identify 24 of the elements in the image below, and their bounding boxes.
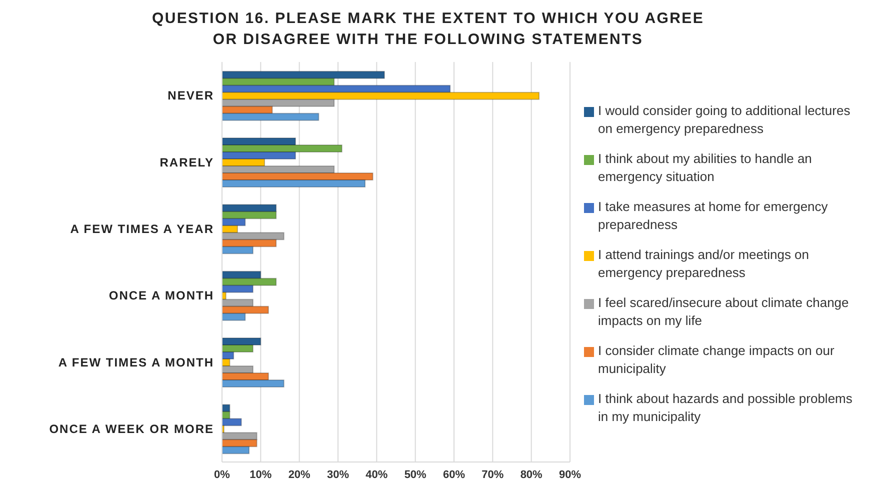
y-tick-label: A FEW TIMES A YEAR: [70, 222, 214, 236]
y-tick-label: A FEW TIMES A MONTH: [58, 355, 214, 370]
x-tick-label: 80%: [520, 468, 543, 481]
y-tick-label: RARELY: [160, 155, 214, 170]
x-tick-label: 40%: [366, 468, 388, 481]
legend-label: I would consider going to additional lectures on emergency preparedness: [598, 102, 852, 138]
legend-label: I think about hazards and possible problems in my municipality: [598, 390, 853, 426]
legend-label: I think about my abilities to handle an emergency situation: [598, 150, 813, 186]
y-tick-label: ONCE A WEEK OR MORE: [49, 422, 214, 436]
y-tick-label: ONCE A MONTH: [108, 288, 214, 303]
x-tick-label: 20%: [288, 468, 311, 481]
x-tick-label: 90%: [558, 468, 582, 481]
y-tick-label: NEVER: [168, 88, 214, 103]
x-tick-label: 0%: [214, 468, 230, 481]
legend-label: I consider climate change impacts on our municipality: [598, 342, 836, 378]
x-tick-label: 10%: [250, 468, 272, 481]
chart-title: QUESTION 16. PLEASE MARK THE EXTENT TO WHICH YOU AGREE OR DISAGREE WITH THE FOLLOWING STATEMENTS: [150, 9, 706, 50]
legend-label: I feel scared/insecure about climate change impacts on my life: [598, 294, 850, 330]
x-tick-label: 60%: [442, 468, 466, 481]
x-tick-label: 70%: [482, 468, 504, 481]
x-tick-label: 30%: [326, 468, 350, 481]
legend-label: I attend trainings and/or meetings on emergency preparedness: [598, 246, 810, 282]
x-tick-label: 50%: [404, 468, 427, 481]
legend-label: I take measures at home for emergency preparedness: [598, 198, 829, 234]
